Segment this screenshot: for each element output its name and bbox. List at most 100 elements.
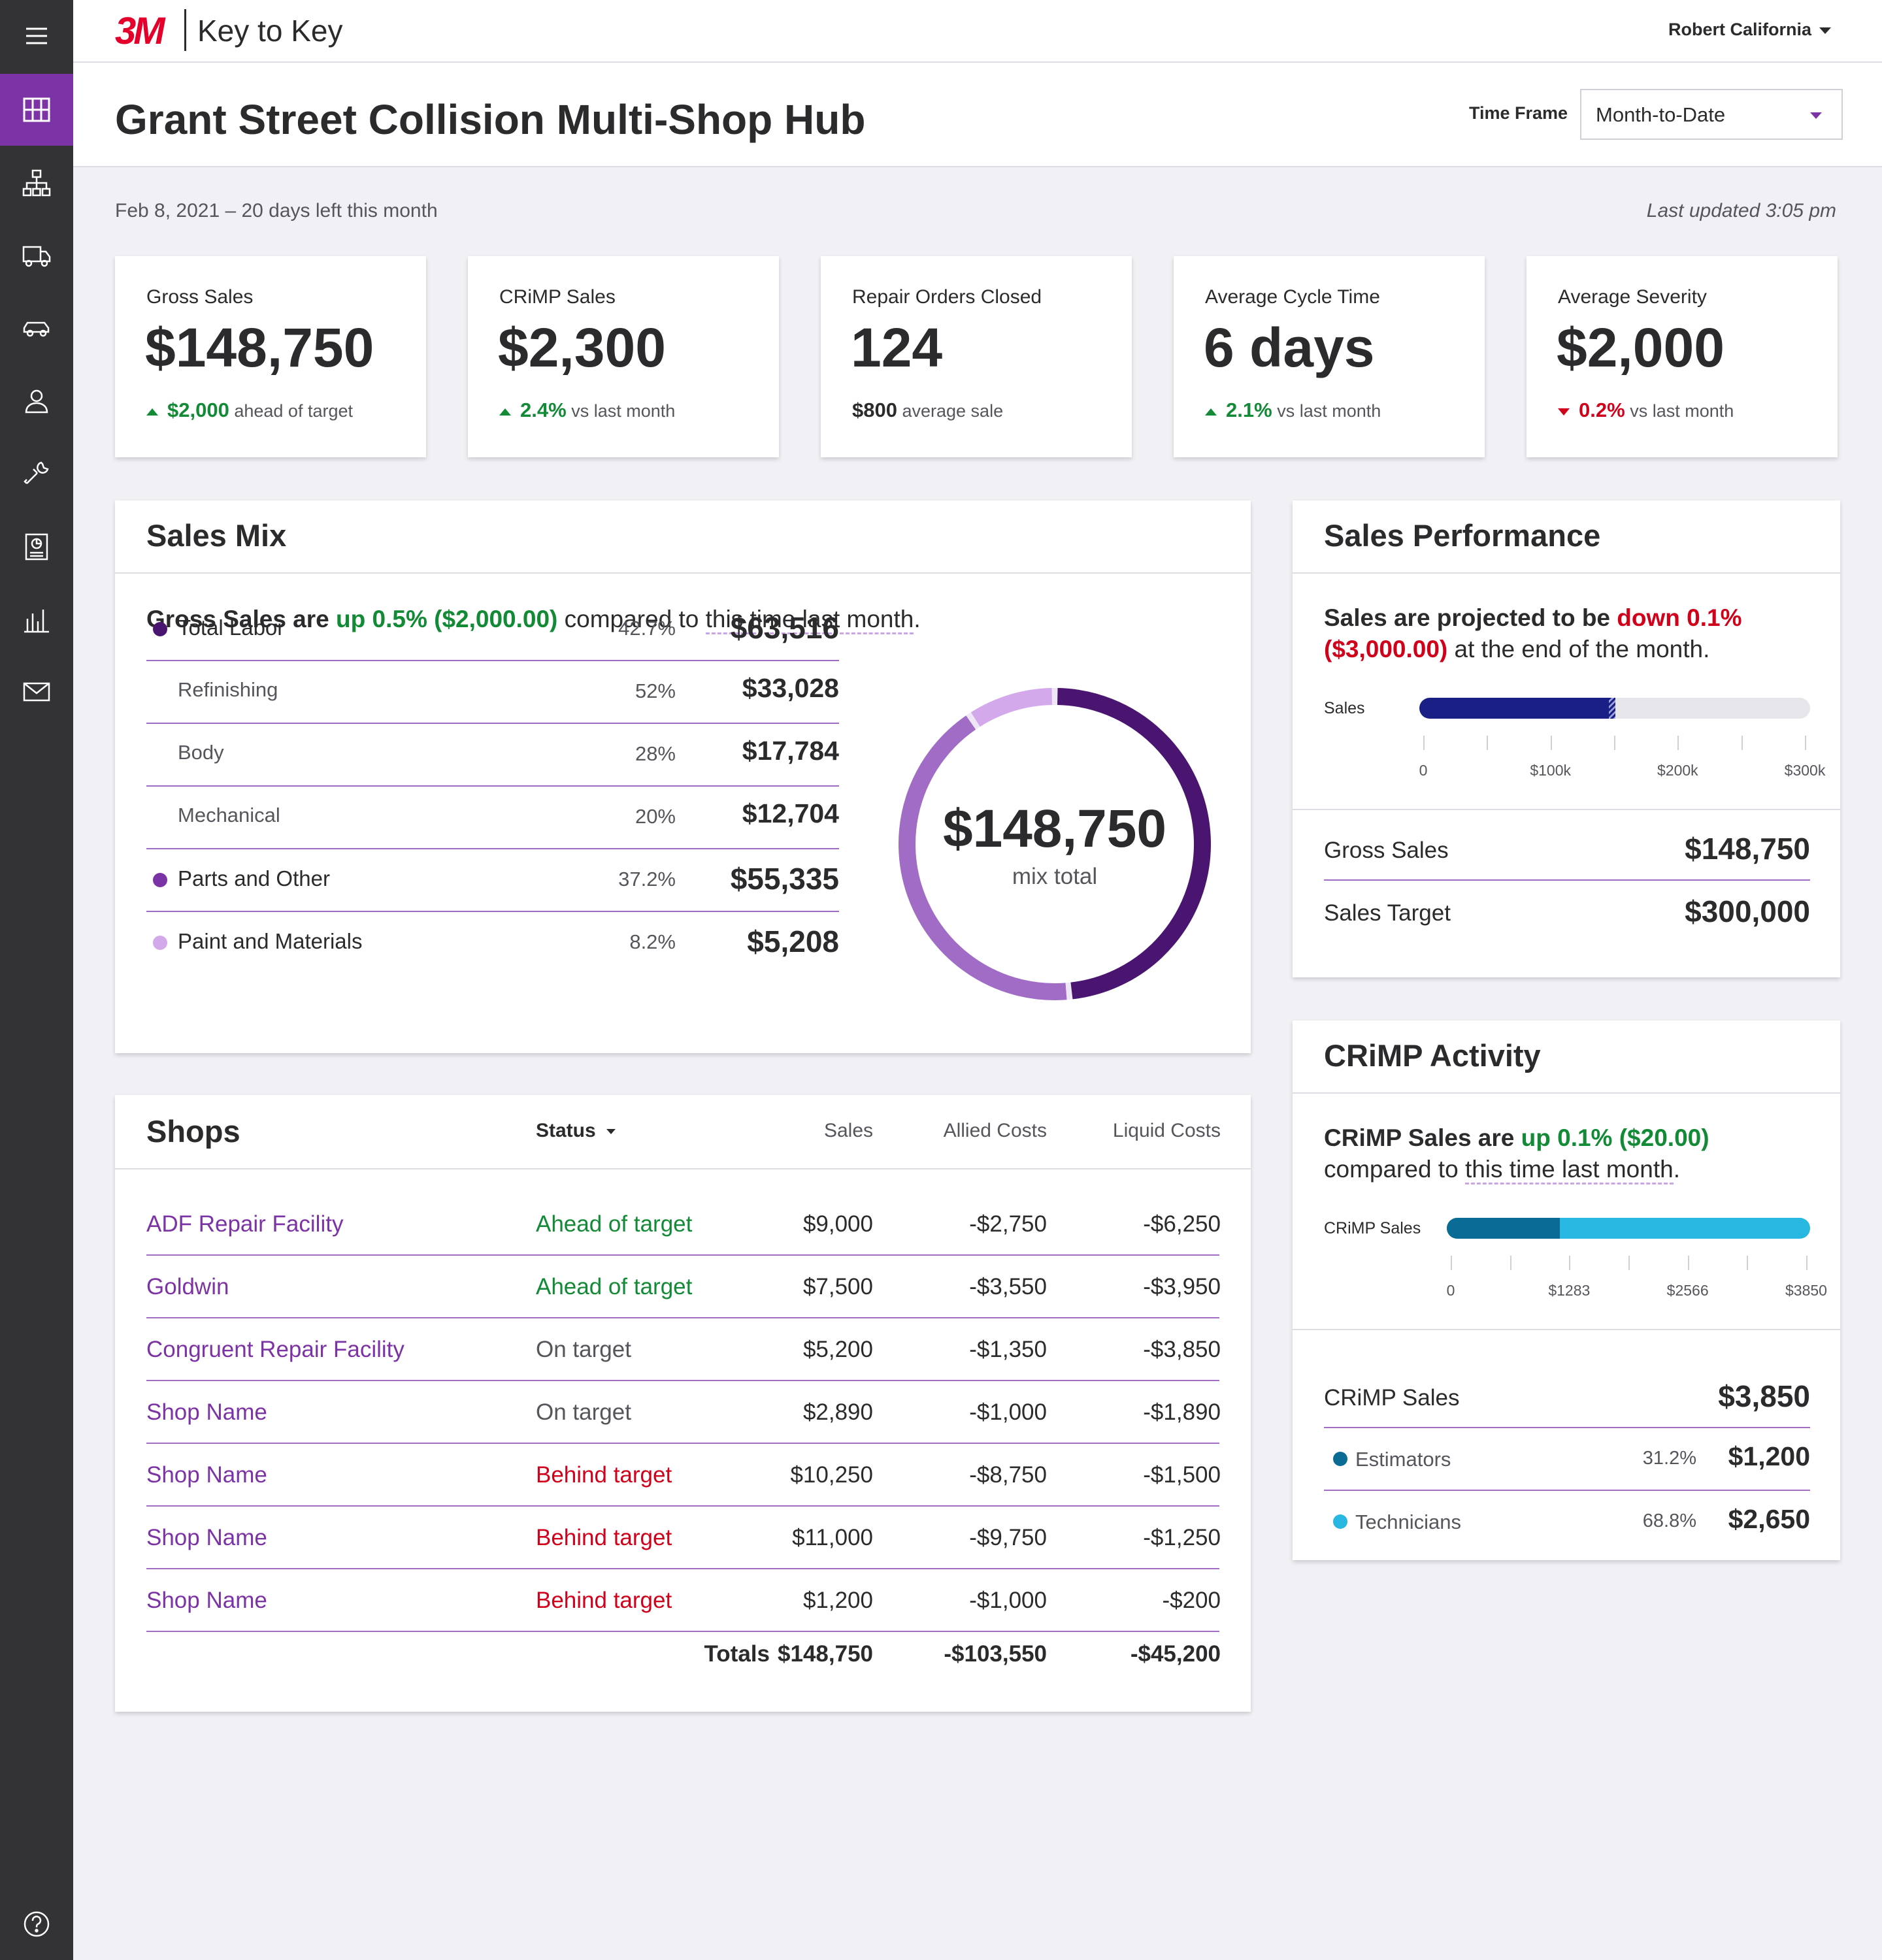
arrow-up-icon (1205, 408, 1217, 416)
sales-mix-amount: $33,028 (742, 673, 839, 703)
allied-costs-header[interactable]: Allied Costs (943, 1120, 1047, 1141)
sidebar-item-vehicles[interactable] (0, 293, 73, 365)
crimp-breakdown-amount: $2,650 (1728, 1504, 1810, 1534)
legend-dot (153, 936, 167, 950)
status-sort-header[interactable]: Status (536, 1120, 616, 1142)
wrench-icon (24, 461, 49, 484)
sales-progress-bar (1419, 698, 1810, 719)
sales-performance-panel: Sales Performance Sales are projected to… (1293, 500, 1840, 977)
shop-sales: $9,000 (802, 1211, 873, 1237)
menu-icon (26, 27, 47, 44)
kpi-card[interactable]: Average Severity $2,000 0.2% vs last month (1527, 256, 1838, 457)
menu-button[interactable] (0, 0, 73, 72)
crimp-total-amount: $3,850 (1718, 1379, 1810, 1413)
shop-name-link[interactable]: Shop Name (146, 1588, 267, 1613)
sales-mix-panel: Sales Mix Gross Sales are up 0.5% ($2,00… (115, 500, 1251, 1053)
summary-change: down 0.1% (1617, 604, 1742, 631)
row-divider (146, 911, 839, 912)
sales-performance-row: Gross Sales $148,750 (1324, 818, 1810, 881)
sales-performance-amount: $148,750 (1685, 832, 1810, 866)
shop-allied-costs: -$9,750 (969, 1525, 1047, 1550)
sidebar-item-delivery[interactable] (0, 220, 73, 291)
sidebar-item-reports[interactable] (0, 511, 73, 583)
shop-name-link[interactable]: Shop Name (146, 1525, 267, 1550)
sales-mix-amount: $12,704 (742, 798, 839, 828)
kpi-card[interactable]: Repair Orders Closed 124 $800 average sale (821, 256, 1132, 457)
bar-chart-icon (24, 610, 49, 633)
totals-allied: -$103,550 (944, 1641, 1047, 1667)
donut-segment[interactable] (899, 715, 1067, 1000)
user-menu[interactable]: Robert California (1668, 20, 1831, 40)
sales-header[interactable]: Sales (823, 1120, 873, 1141)
shop-name-link[interactable]: Shop Name (146, 1399, 267, 1425)
row-divider (1324, 1427, 1810, 1428)
kpi-value: $2,300 (498, 317, 666, 378)
shop-status: Behind target (536, 1462, 672, 1488)
sales-mix-row: Refinishing 52% $33,028 (146, 661, 839, 724)
report-icon (25, 533, 48, 561)
brand-logo[interactable]: 3M (115, 10, 165, 52)
kpi-card[interactable]: Average Cycle Time 6 days 2.1% vs last mon… (1174, 256, 1485, 457)
shop-sales: $2,890 (802, 1399, 873, 1425)
sidebar-item-repairs[interactable] (0, 438, 73, 510)
axis-tick (1550, 736, 1552, 750)
sidebar-item-dashboard[interactable] (0, 74, 73, 146)
kpi-card[interactable]: CRiMP Sales $2,300 2.4% vs last month (468, 256, 779, 457)
row-divider (146, 1568, 1219, 1569)
kpi-card[interactable]: Gross Sales $148,750 $2,000 ahead of targe… (115, 256, 426, 457)
crimp-total-label: CRiMP Sales (1324, 1385, 1460, 1411)
sales-mix-row: Body 28% $17,784 (146, 724, 839, 787)
sidebar-item-organization[interactable] (0, 147, 73, 219)
help-button[interactable] (0, 1888, 73, 1960)
chevron-down-icon (606, 1129, 616, 1135)
liquid-costs-header[interactable]: Liquid Costs (1112, 1120, 1221, 1141)
kpi-delta-suffix: vs last month (1277, 401, 1381, 421)
axis-tick (1569, 1256, 1571, 1270)
shop-name-link[interactable]: Congruent Repair Facility (146, 1337, 404, 1362)
totals-row: Totals $148,750 -$103,550 -$45,200 (146, 1622, 1221, 1684)
crimp-breakdown-percent: 68.8% (1642, 1511, 1696, 1531)
kpi-delta-value: 0.2% (1579, 399, 1625, 421)
sidebar-item-people[interactable] (0, 365, 73, 437)
totals-sales: $148,750 (778, 1641, 873, 1667)
shop-name-link[interactable]: ADF Repair Facility (146, 1211, 344, 1237)
axis-label: $3850 (1785, 1282, 1827, 1299)
shop-allied-costs: -$3,550 (969, 1274, 1047, 1299)
shop-name-link[interactable]: Shop Name (146, 1462, 267, 1488)
legend-dot (1333, 1452, 1347, 1466)
sales-mix-row: Mechanical 20% $12,704 (146, 787, 839, 849)
summary-text: compared to (557, 606, 706, 632)
shop-row: Shop Name Behind target $1,200 -$1,000 -$200 (146, 1569, 1221, 1632)
sidebar-item-analytics[interactable] (0, 583, 73, 655)
axis-label: $100k (1530, 762, 1571, 779)
summary-text: compared to (1324, 1156, 1465, 1183)
axis-label: 0 (1419, 762, 1428, 779)
arrow-up-icon (146, 408, 158, 416)
sales-performance-amount: $300,000 (1685, 894, 1810, 928)
timeframe-select[interactable]: Month-to-Date (1580, 89, 1843, 140)
sales-mix-percent: 20% (635, 805, 676, 828)
axis-tick (1423, 736, 1425, 750)
shop-allied-costs: -$2,750 (969, 1211, 1047, 1237)
chevron-down-icon (1810, 112, 1822, 119)
shop-name-link[interactable]: Goldwin (146, 1274, 229, 1299)
sales-progress-fill (1419, 698, 1613, 719)
kpi-delta-value: $2,000 (167, 399, 229, 421)
axis-label: $2566 (1666, 1282, 1709, 1299)
kpi-delta-value: 2.4% (520, 399, 567, 421)
sales-mix-summary: Gross Sales are up 0.5% ($2,000.00) comp… (146, 604, 921, 635)
sales-performance-title: Sales Performance (1324, 518, 1601, 553)
comparison-period-link[interactable]: this time last month (1464, 1156, 1674, 1184)
donut-segment[interactable] (970, 688, 1053, 727)
kpi-value: $148,750 (145, 317, 374, 378)
comparison-period-link[interactable]: this time last month (705, 606, 914, 634)
product-name[interactable]: Key to Key (197, 14, 343, 48)
sidebar-item-messages[interactable] (0, 656, 73, 728)
axis-label: 0 (1446, 1282, 1455, 1299)
sales-mix-name: Parts and Other (178, 866, 330, 890)
donut-segment[interactable] (1057, 688, 1211, 1000)
shop-sales: $5,200 (802, 1337, 873, 1362)
shop-liquid-costs: -$200 (1162, 1588, 1221, 1613)
crimp-breakdown-label: Estimators (1355, 1448, 1451, 1471)
kpi-label: Average Cycle Time (1205, 286, 1380, 308)
